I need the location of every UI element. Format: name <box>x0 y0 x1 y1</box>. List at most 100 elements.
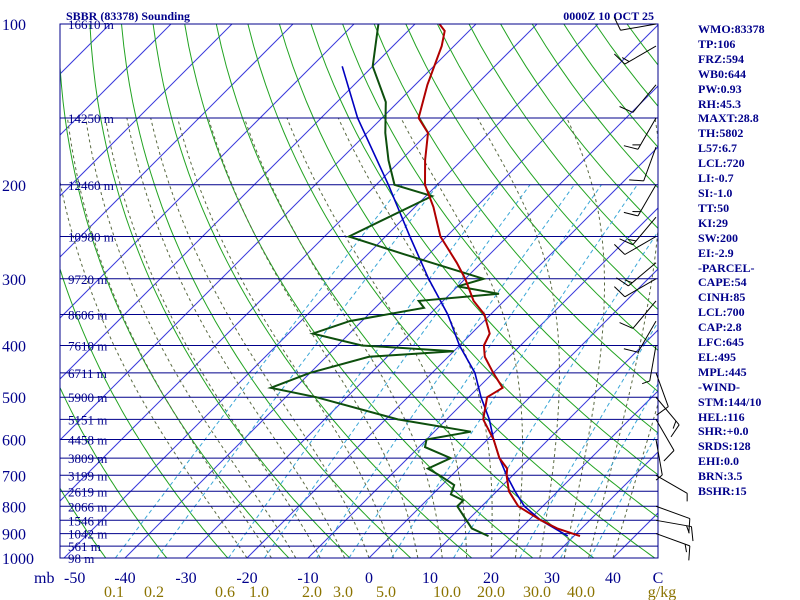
temperature-tick-label: C <box>653 570 664 587</box>
pressure-label: 1000 <box>2 551 34 568</box>
dry-adiabat <box>278 24 658 518</box>
wind-barb-shaft <box>655 372 669 407</box>
mixing-ratio-tick-label: 2.0 <box>302 584 322 600</box>
wind-barb <box>655 533 691 561</box>
height-label: 1042 m <box>68 527 107 542</box>
isotherm-line <box>185 85 658 558</box>
index-line: STM:144/10 <box>698 394 762 409</box>
index-line: TH:5802 <box>698 126 744 141</box>
index-line: LFC:645 <box>698 335 744 350</box>
wind-barb-shaft <box>655 533 690 547</box>
pressure-label: 200 <box>2 178 26 195</box>
isotherm-line <box>490 390 658 558</box>
moist-adiabat <box>207 117 419 558</box>
wind-barb-shaft <box>637 320 657 353</box>
height-label: 9720 m <box>68 272 107 287</box>
pressure-label: 800 <box>2 499 26 516</box>
index-line: TP:106 <box>698 36 736 51</box>
dry-adiabat <box>60 267 229 558</box>
moist-adiabat <box>60 179 248 558</box>
wind-barb-flag <box>623 211 639 217</box>
index-line: RH:45.3 <box>698 96 741 111</box>
index-line: SHR:+0.0 <box>698 424 749 439</box>
pressure-label: 600 <box>2 433 26 450</box>
isotherm-line <box>60 24 233 197</box>
wind-barb <box>614 45 657 65</box>
mixing-ratio-tick-label: 40.0 <box>567 584 595 600</box>
mixing-ratio-tick-label: 10.0 <box>433 584 461 600</box>
height-label: 98 m <box>68 551 94 566</box>
index-line: MPL:445 <box>698 364 747 379</box>
isotherm-line <box>60 24 416 380</box>
mixing-ratio-tick-label: 0.1 <box>104 584 124 600</box>
height-label: 6711 m <box>68 366 107 381</box>
index-line: CAP:2.8 <box>698 320 742 335</box>
temperature-tick-label: -20 <box>236 570 257 587</box>
index-line: EHI:0.0 <box>698 454 740 469</box>
wind-barb-flag <box>672 420 677 429</box>
mixing-ratio-line <box>453 230 658 558</box>
wind-barb-flag <box>621 57 630 63</box>
height-label: 3809 m <box>68 451 107 466</box>
moist-adiabat <box>563 117 605 558</box>
mixing-ratio-line <box>316 184 575 558</box>
wind-barb-flag <box>614 244 626 255</box>
index-line: WB0:644 <box>698 66 746 81</box>
temperature-tick-label: -40 <box>114 570 135 587</box>
wind-barb-shaft <box>643 146 657 182</box>
wind-barb <box>623 117 657 150</box>
wind-barb <box>629 146 657 182</box>
index-line: TT:50 <box>698 200 730 215</box>
height-label: 2066 m <box>68 499 107 514</box>
wind-barb-shaft <box>655 505 690 520</box>
indices-panel: WMO:83378 TP:106 FRZ:594 WB0:644 PW:0.93… <box>698 22 798 499</box>
wind-barb-shaft <box>637 117 657 150</box>
isotherm-line <box>551 451 658 558</box>
height-label: 12460 m <box>68 178 114 193</box>
dry-adiabat <box>152 24 473 558</box>
wind-barb <box>619 216 657 246</box>
index-line: LCL:720 <box>698 156 745 171</box>
height-label: 16610 m <box>68 17 114 32</box>
moist-adiabat <box>400 117 524 558</box>
wind-barb-flag <box>619 238 634 246</box>
plot-area <box>60 24 658 558</box>
wind-barb-flag <box>670 424 680 438</box>
index-line: FRZ:594 <box>698 51 744 66</box>
temperature-tick-label: -50 <box>64 570 85 587</box>
isotherm-line <box>246 146 658 558</box>
index-line: L57:6.7 <box>698 141 737 156</box>
index-line: SW:200 <box>698 230 739 245</box>
chart-title: SBBR (83378) Sounding <box>66 9 190 23</box>
height-label: 5900 m <box>68 390 107 405</box>
dewpoint-profile-line <box>267 23 500 538</box>
isotherm-line <box>429 329 658 558</box>
isotherm-line <box>307 207 658 558</box>
pressure-label: 100 <box>2 17 26 34</box>
isotherm-line <box>368 268 658 558</box>
wind-barb-shaft <box>632 84 657 113</box>
temperature-tick-label: -10 <box>297 570 318 587</box>
wind-barb <box>655 372 669 416</box>
temperature-tick-label: 30 <box>544 570 560 587</box>
isotherm-line <box>60 24 355 319</box>
index-line: -PARCEL- <box>698 260 755 275</box>
wind-barb-flag <box>613 16 621 31</box>
wind-barb <box>613 16 657 31</box>
mixing-ratio-tick-label: 5.0 <box>376 584 396 600</box>
height-label: 561 m <box>68 539 101 554</box>
pressure-unit-label: mb <box>34 570 54 587</box>
wind-barb <box>623 320 657 353</box>
temperature-tick-label: 20 <box>483 570 499 587</box>
moist-adiabat <box>104 117 321 558</box>
parcel-profile-line <box>341 66 569 537</box>
mixing-ratio-tick-label: 0.6 <box>215 584 235 600</box>
moist-adiabat <box>286 117 468 558</box>
isotherm-line <box>124 24 658 558</box>
wind-barb <box>619 84 657 113</box>
wind-barb-flag <box>628 238 637 242</box>
wind-barb-shaft <box>620 23 657 31</box>
wind-barb-flag <box>616 277 629 287</box>
index-line: LI:-0.7 <box>698 171 734 186</box>
wind-barb-shaft <box>624 278 657 298</box>
